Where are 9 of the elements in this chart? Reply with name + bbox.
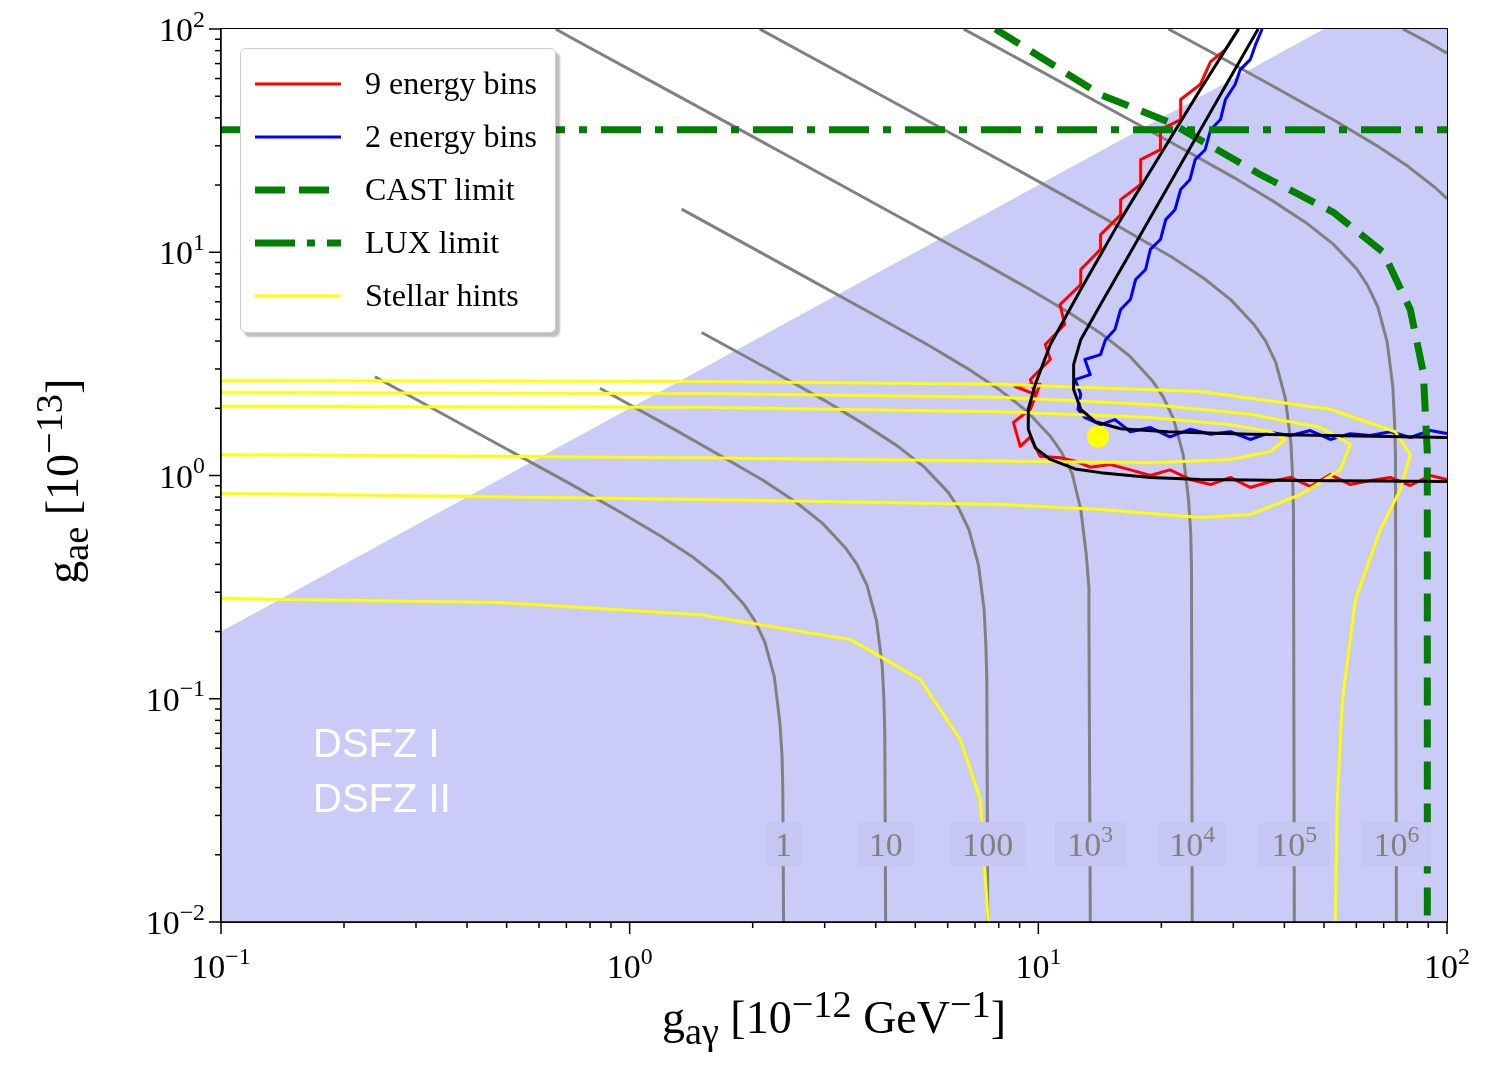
- legend-label: 9 energy bins: [365, 65, 537, 102]
- legend-label: CAST limit: [365, 171, 515, 208]
- annotation: 100: [962, 826, 1014, 864]
- legend-label: LUX limit: [365, 224, 500, 261]
- annotation: 10: [868, 826, 903, 864]
- annotation: 1: [775, 826, 793, 864]
- x-axis-title: g$_{aγ}$ [10$^{−12}$ GeV$^{−1}$]: [661, 983, 1007, 1052]
- legend-label: Stellar hints: [365, 277, 519, 314]
- legend-label: 2 energy bins: [365, 118, 537, 155]
